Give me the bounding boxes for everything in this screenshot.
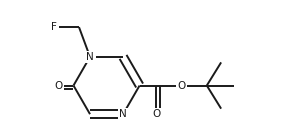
Text: O: O <box>177 81 185 91</box>
Text: O: O <box>152 109 160 119</box>
Text: O: O <box>54 81 62 91</box>
Text: F: F <box>51 22 57 32</box>
Text: N: N <box>119 109 127 119</box>
Text: N: N <box>86 52 94 62</box>
